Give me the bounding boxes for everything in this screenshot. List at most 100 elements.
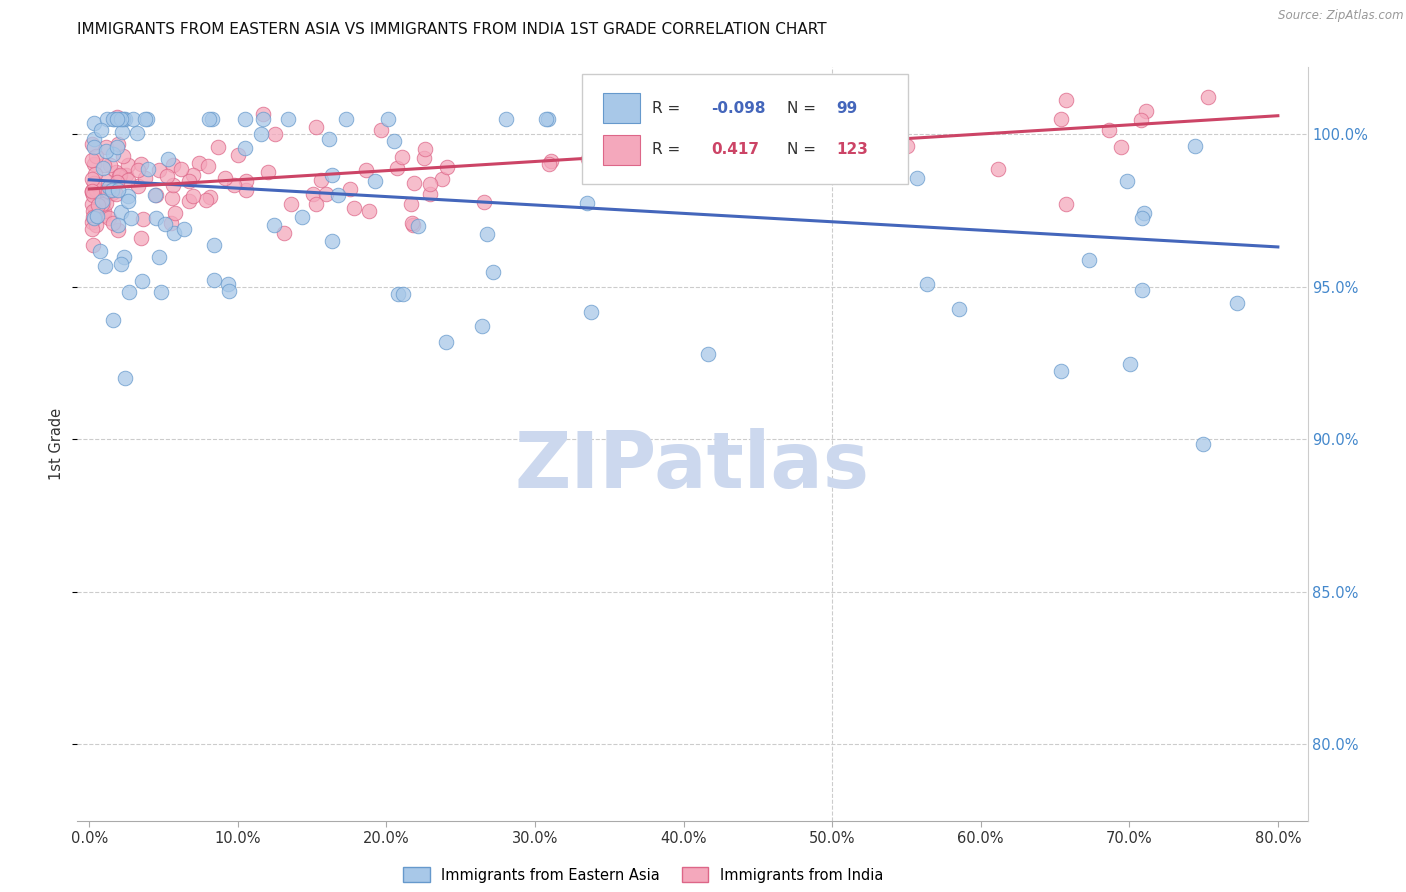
Point [377,112,399,126]
Point [1109,140,1132,154]
Point [90,194,112,209]
Point [125,126,148,140]
Point [103,313,125,327]
Point [392,287,415,301]
Point [419,186,441,201]
Point [696,346,718,360]
Point [194,193,217,207]
Point [96,140,118,154]
Point [179,174,201,188]
Bar [603,135,640,165]
Point [145,211,167,226]
Text: 123: 123 [837,143,869,157]
Point [84,183,107,197]
Point [156,169,179,183]
Point [537,112,560,126]
Point [107,182,129,196]
Point [917,277,939,292]
Point [150,285,173,300]
Point [1116,174,1139,188]
Point [96,112,118,126]
Point [214,170,236,185]
Point [83,176,105,190]
Point [321,234,343,248]
Point [127,178,149,193]
Point [101,216,124,230]
Point [122,112,145,126]
FancyBboxPatch shape [582,74,908,184]
Point [387,287,409,301]
Text: Source: ZipAtlas.com: Source: ZipAtlas.com [1278,9,1403,22]
Point [402,218,425,232]
Point [82,172,104,186]
Point [91,161,114,176]
Point [363,174,385,188]
Point [97,180,120,194]
Point [96,184,118,198]
Point [162,158,184,172]
Point [412,151,434,165]
Point [277,112,299,126]
Point [117,157,139,171]
Point [1226,296,1249,310]
Point [83,131,105,145]
Point [357,203,380,218]
Point [117,188,139,202]
Point [112,250,135,264]
Point [94,173,117,187]
Point [82,214,104,228]
Point [93,208,115,222]
Point [104,165,127,179]
Point [83,211,105,225]
Point [111,125,134,139]
Point [89,183,111,197]
Point [104,186,127,201]
Point [197,112,219,126]
Point [256,165,278,179]
Point [481,265,503,279]
Point [1049,364,1071,378]
Point [1135,103,1157,118]
Point [1191,437,1213,451]
Text: ZIPatlas: ZIPatlas [515,428,870,504]
Point [399,196,422,211]
Point [103,146,125,161]
Point [105,112,128,126]
Point [896,139,918,153]
Point [82,196,104,211]
Point [177,194,200,209]
Point [321,168,343,182]
Point [138,162,160,177]
Point [107,136,129,151]
Point [101,112,124,126]
Point [83,115,105,129]
Point [534,112,557,126]
Point [472,194,495,209]
Point [391,150,413,164]
Point [117,173,139,187]
Point [987,161,1010,176]
Point [1197,90,1219,104]
Point [1130,211,1153,225]
Text: R =: R = [652,101,685,116]
Point [197,160,219,174]
Point [401,216,423,230]
Point [304,197,326,211]
Point [112,148,135,162]
Point [131,211,153,226]
Point [82,153,104,168]
Point [583,127,606,141]
Point [302,187,325,202]
Text: 99: 99 [837,101,858,116]
Point [328,188,350,202]
Point [82,203,104,218]
Point [90,122,112,136]
Point [339,181,361,195]
Point [644,128,666,142]
Point [129,157,152,171]
Point [181,168,204,182]
Point [84,218,107,232]
Point [413,143,436,157]
Point [110,256,132,270]
Point [856,141,879,155]
